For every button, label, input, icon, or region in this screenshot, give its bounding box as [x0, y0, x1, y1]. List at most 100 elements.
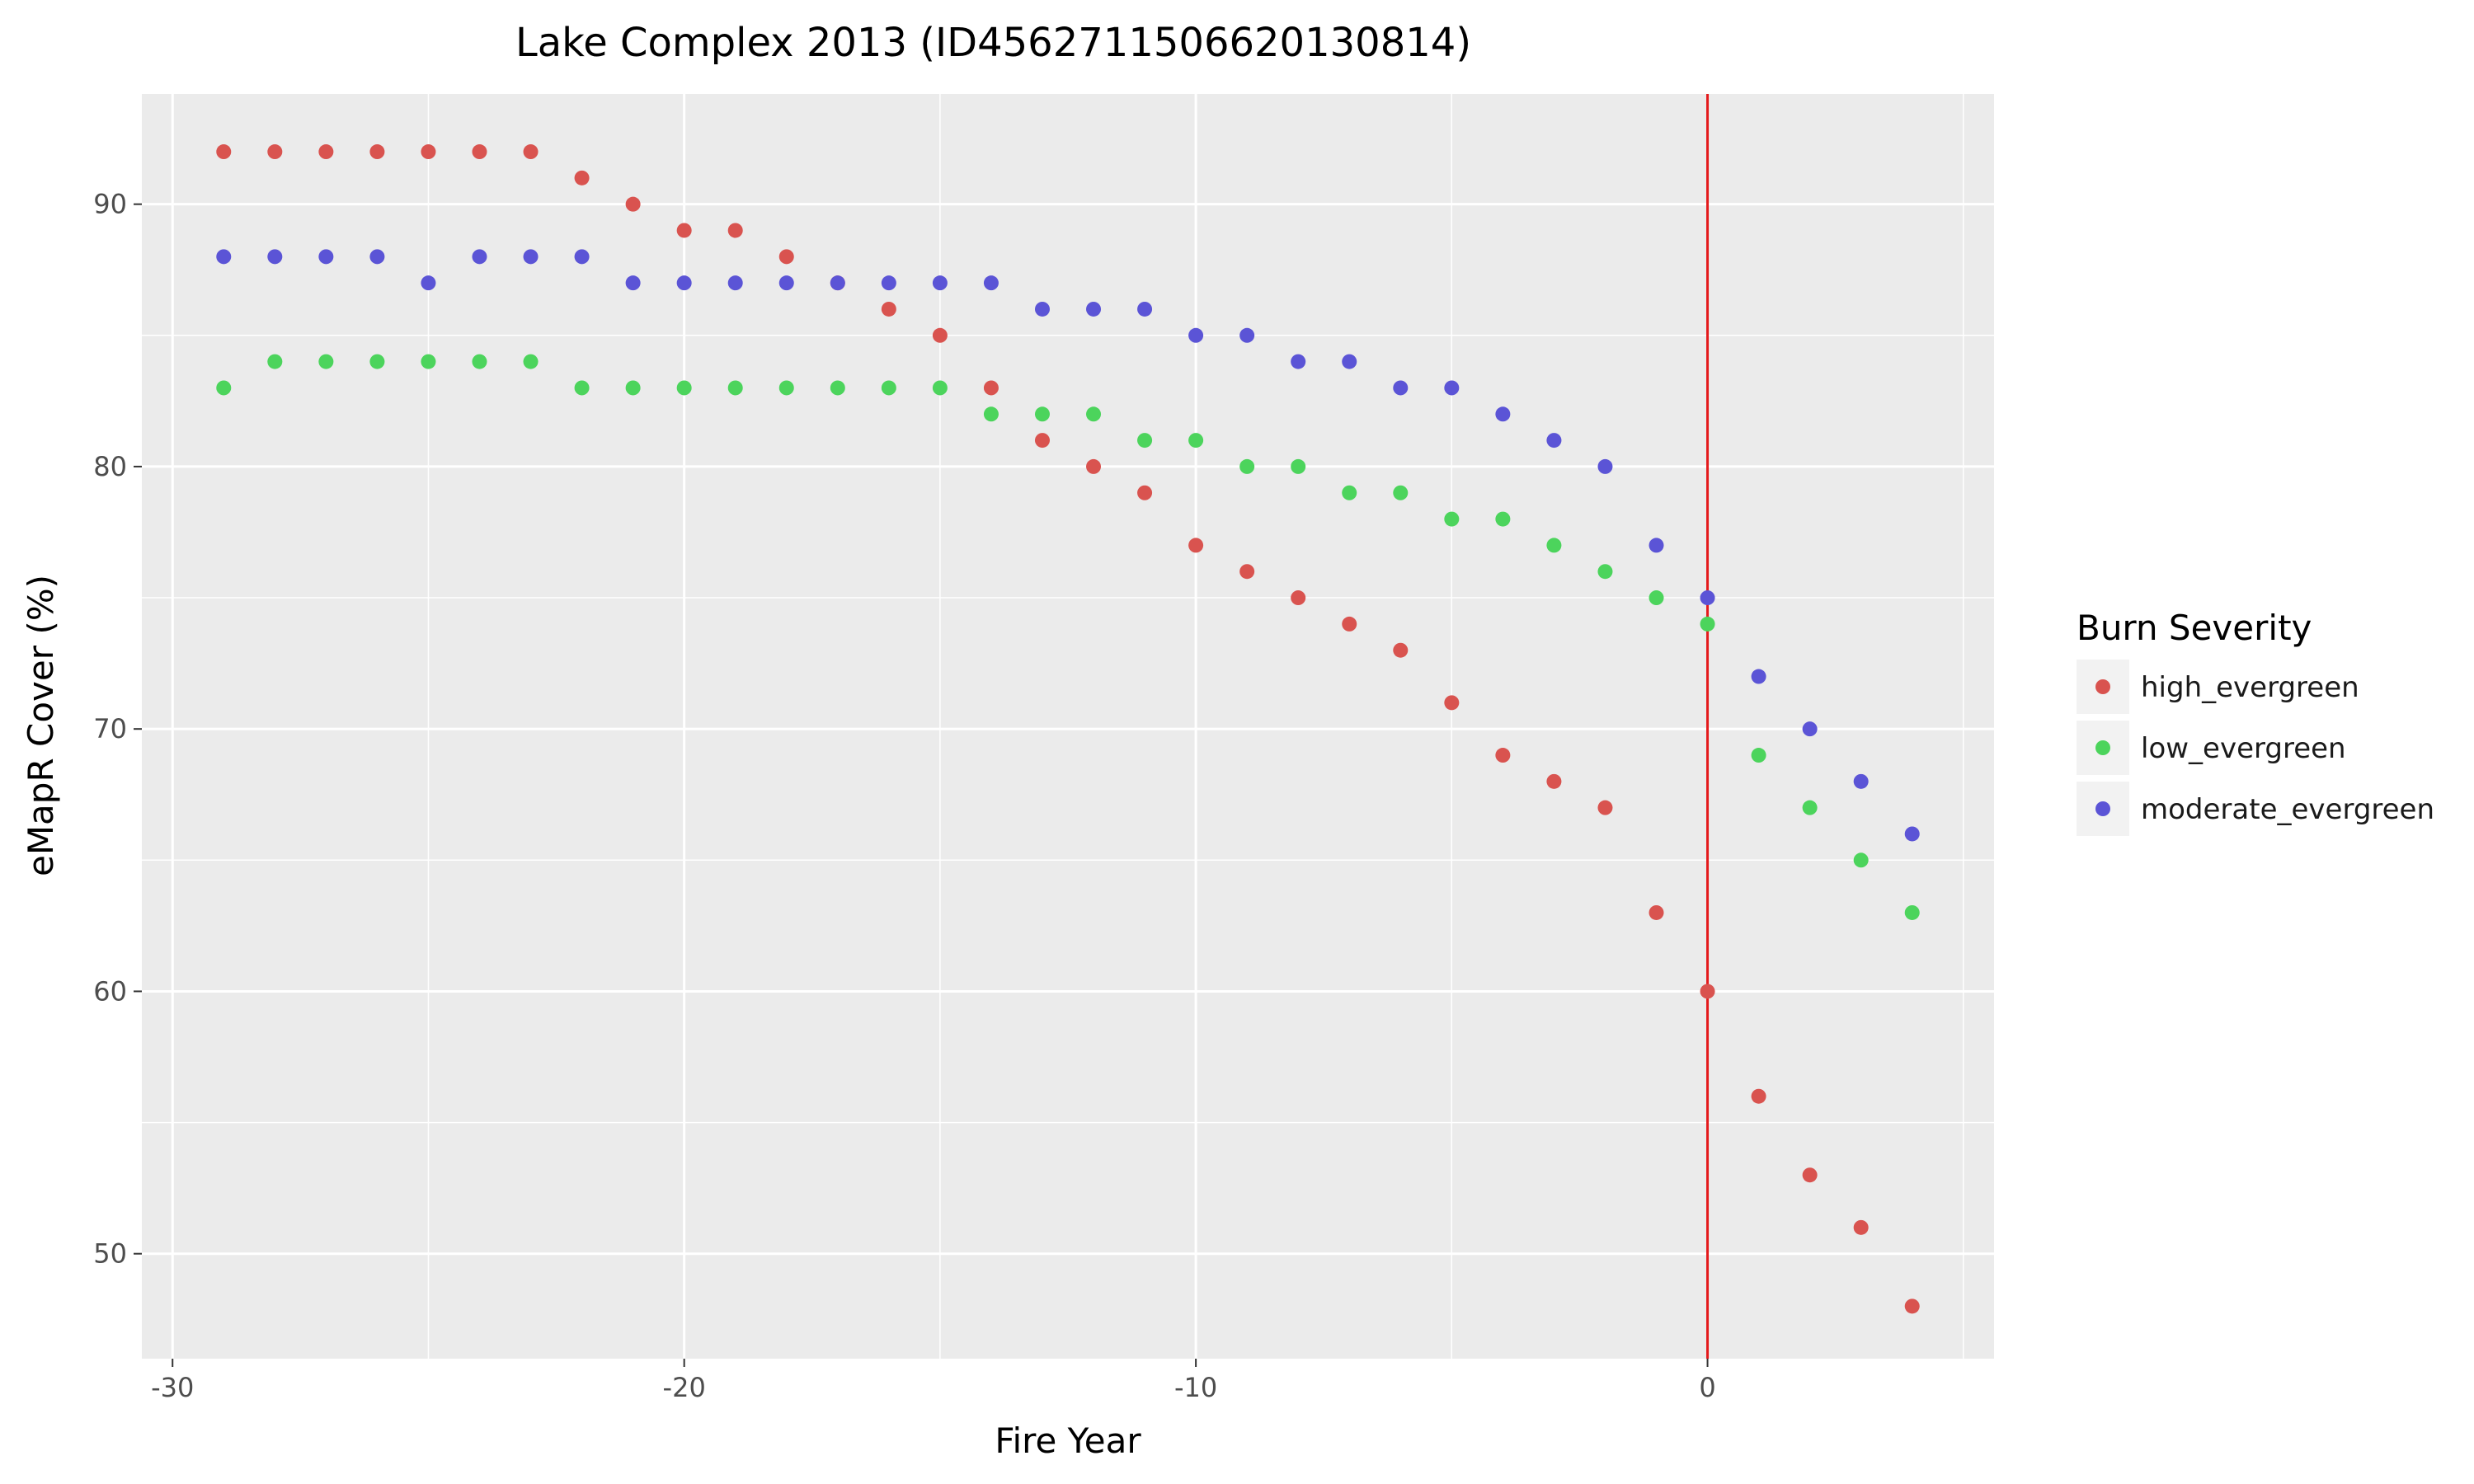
- point-low_evergreen: [1342, 485, 1357, 500]
- point-high_evergreen: [625, 196, 641, 212]
- x-axis-ticks: -30 -20 -10 0: [151, 1359, 1716, 1403]
- point-moderate_evergreen: [1853, 773, 1869, 789]
- point-low_evergreen: [1649, 590, 1664, 606]
- legend-marker: [2095, 679, 2110, 694]
- point-low_evergreen: [1700, 616, 1715, 632]
- point-low_evergreen: [472, 354, 487, 369]
- point-moderate_evergreen: [1904, 826, 1920, 842]
- x-tick-label: -10: [1174, 1372, 1217, 1403]
- point-high_evergreen: [421, 144, 436, 160]
- point-low_evergreen: [1802, 800, 1818, 815]
- chart-title: Lake Complex 2013 (ID4562711506620130814…: [515, 20, 1471, 66]
- point-low_evergreen: [1597, 564, 1613, 580]
- point-moderate_evergreen: [778, 275, 794, 291]
- point-high_evergreen: [574, 170, 590, 186]
- point-low_evergreen: [318, 354, 334, 369]
- point-low_evergreen: [1034, 406, 1050, 422]
- point-high_evergreen: [318, 144, 334, 160]
- point-high_evergreen: [1904, 1298, 1920, 1314]
- point-high_evergreen: [1034, 433, 1050, 448]
- point-moderate_evergreen: [1034, 301, 1050, 317]
- point-low_evergreen: [1393, 485, 1409, 500]
- point-low_evergreen: [369, 354, 385, 369]
- x-axis-title: Fire Year: [995, 1421, 1141, 1461]
- y-axis-ticks: 50 60 70 80 90: [93, 189, 142, 1270]
- y-tick-label: 90: [93, 189, 127, 220]
- legend-marker: [2095, 740, 2110, 755]
- point-moderate_evergreen: [1495, 406, 1511, 422]
- plot-panel: [142, 94, 1994, 1359]
- x-tick-label: 0: [1699, 1372, 1715, 1403]
- legend-label: high_evergreen: [2141, 671, 2359, 704]
- point-low_evergreen: [574, 380, 590, 396]
- point-moderate_evergreen: [1086, 301, 1102, 317]
- point-moderate_evergreen: [574, 249, 590, 265]
- point-low_evergreen: [1188, 433, 1204, 448]
- point-low_evergreen: [625, 380, 641, 396]
- point-high_evergreen: [1597, 800, 1613, 815]
- point-high_evergreen: [881, 301, 896, 317]
- y-axis-title: eMapR Cover (%): [21, 575, 61, 876]
- point-moderate_evergreen: [1649, 538, 1664, 553]
- point-low_evergreen: [1495, 511, 1511, 527]
- point-low_evergreen: [1751, 748, 1766, 763]
- point-high_evergreen: [267, 144, 283, 160]
- point-high_evergreen: [1700, 984, 1715, 999]
- point-moderate_evergreen: [216, 249, 232, 265]
- point-high_evergreen: [1393, 642, 1409, 658]
- point-low_evergreen: [1291, 458, 1306, 474]
- point-moderate_evergreen: [830, 275, 845, 291]
- point-low_evergreen: [421, 354, 436, 369]
- x-tick-label: -20: [663, 1372, 706, 1403]
- point-high_evergreen: [778, 249, 794, 265]
- legend: Burn Severity high_evergreen low_evergree…: [2077, 608, 2434, 836]
- data-points: [216, 144, 1920, 1314]
- point-moderate_evergreen: [881, 275, 896, 291]
- point-moderate_evergreen: [625, 275, 641, 291]
- point-moderate_evergreen: [1597, 458, 1613, 474]
- point-low_evergreen: [983, 406, 999, 422]
- series-high_evergreen: [216, 144, 1920, 1314]
- point-moderate_evergreen: [983, 275, 999, 291]
- point-moderate_evergreen: [369, 249, 385, 265]
- x-tick-label: -30: [151, 1372, 194, 1403]
- point-moderate_evergreen: [1188, 327, 1204, 343]
- point-low_evergreen: [1904, 904, 1920, 920]
- legend-title: Burn Severity: [2077, 608, 2312, 648]
- point-moderate_evergreen: [472, 249, 487, 265]
- point-high_evergreen: [1802, 1167, 1818, 1183]
- point-moderate_evergreen: [421, 275, 436, 291]
- legend-label: moderate_evergreen: [2141, 793, 2434, 826]
- point-low_evergreen: [932, 380, 948, 396]
- point-moderate_evergreen: [523, 249, 539, 265]
- point-moderate_evergreen: [1802, 721, 1818, 737]
- point-moderate_evergreen: [727, 275, 743, 291]
- point-high_evergreen: [1342, 616, 1357, 632]
- point-high_evergreen: [1239, 564, 1255, 580]
- point-low_evergreen: [1546, 538, 1562, 553]
- y-tick-label: 60: [93, 975, 127, 1007]
- point-high_evergreen: [932, 327, 948, 343]
- point-low_evergreen: [1086, 406, 1102, 422]
- point-high_evergreen: [1546, 773, 1562, 789]
- point-moderate_evergreen: [1444, 380, 1460, 396]
- point-low_evergreen: [881, 380, 896, 396]
- point-low_evergreen: [727, 380, 743, 396]
- point-high_evergreen: [523, 144, 539, 160]
- point-low_evergreen: [1853, 852, 1869, 868]
- point-moderate_evergreen: [1393, 380, 1409, 396]
- point-moderate_evergreen: [1239, 327, 1255, 343]
- point-moderate_evergreen: [318, 249, 334, 265]
- point-high_evergreen: [1444, 695, 1460, 711]
- point-moderate_evergreen: [1700, 590, 1715, 606]
- point-high_evergreen: [1188, 538, 1204, 553]
- point-moderate_evergreen: [932, 275, 948, 291]
- point-high_evergreen: [983, 380, 999, 396]
- point-moderate_evergreen: [676, 275, 692, 291]
- y-tick-label: 50: [93, 1238, 127, 1270]
- point-moderate_evergreen: [1137, 301, 1153, 317]
- point-high_evergreen: [1086, 458, 1102, 474]
- point-high_evergreen: [369, 144, 385, 160]
- point-low_evergreen: [1444, 511, 1460, 527]
- point-moderate_evergreen: [1291, 354, 1306, 369]
